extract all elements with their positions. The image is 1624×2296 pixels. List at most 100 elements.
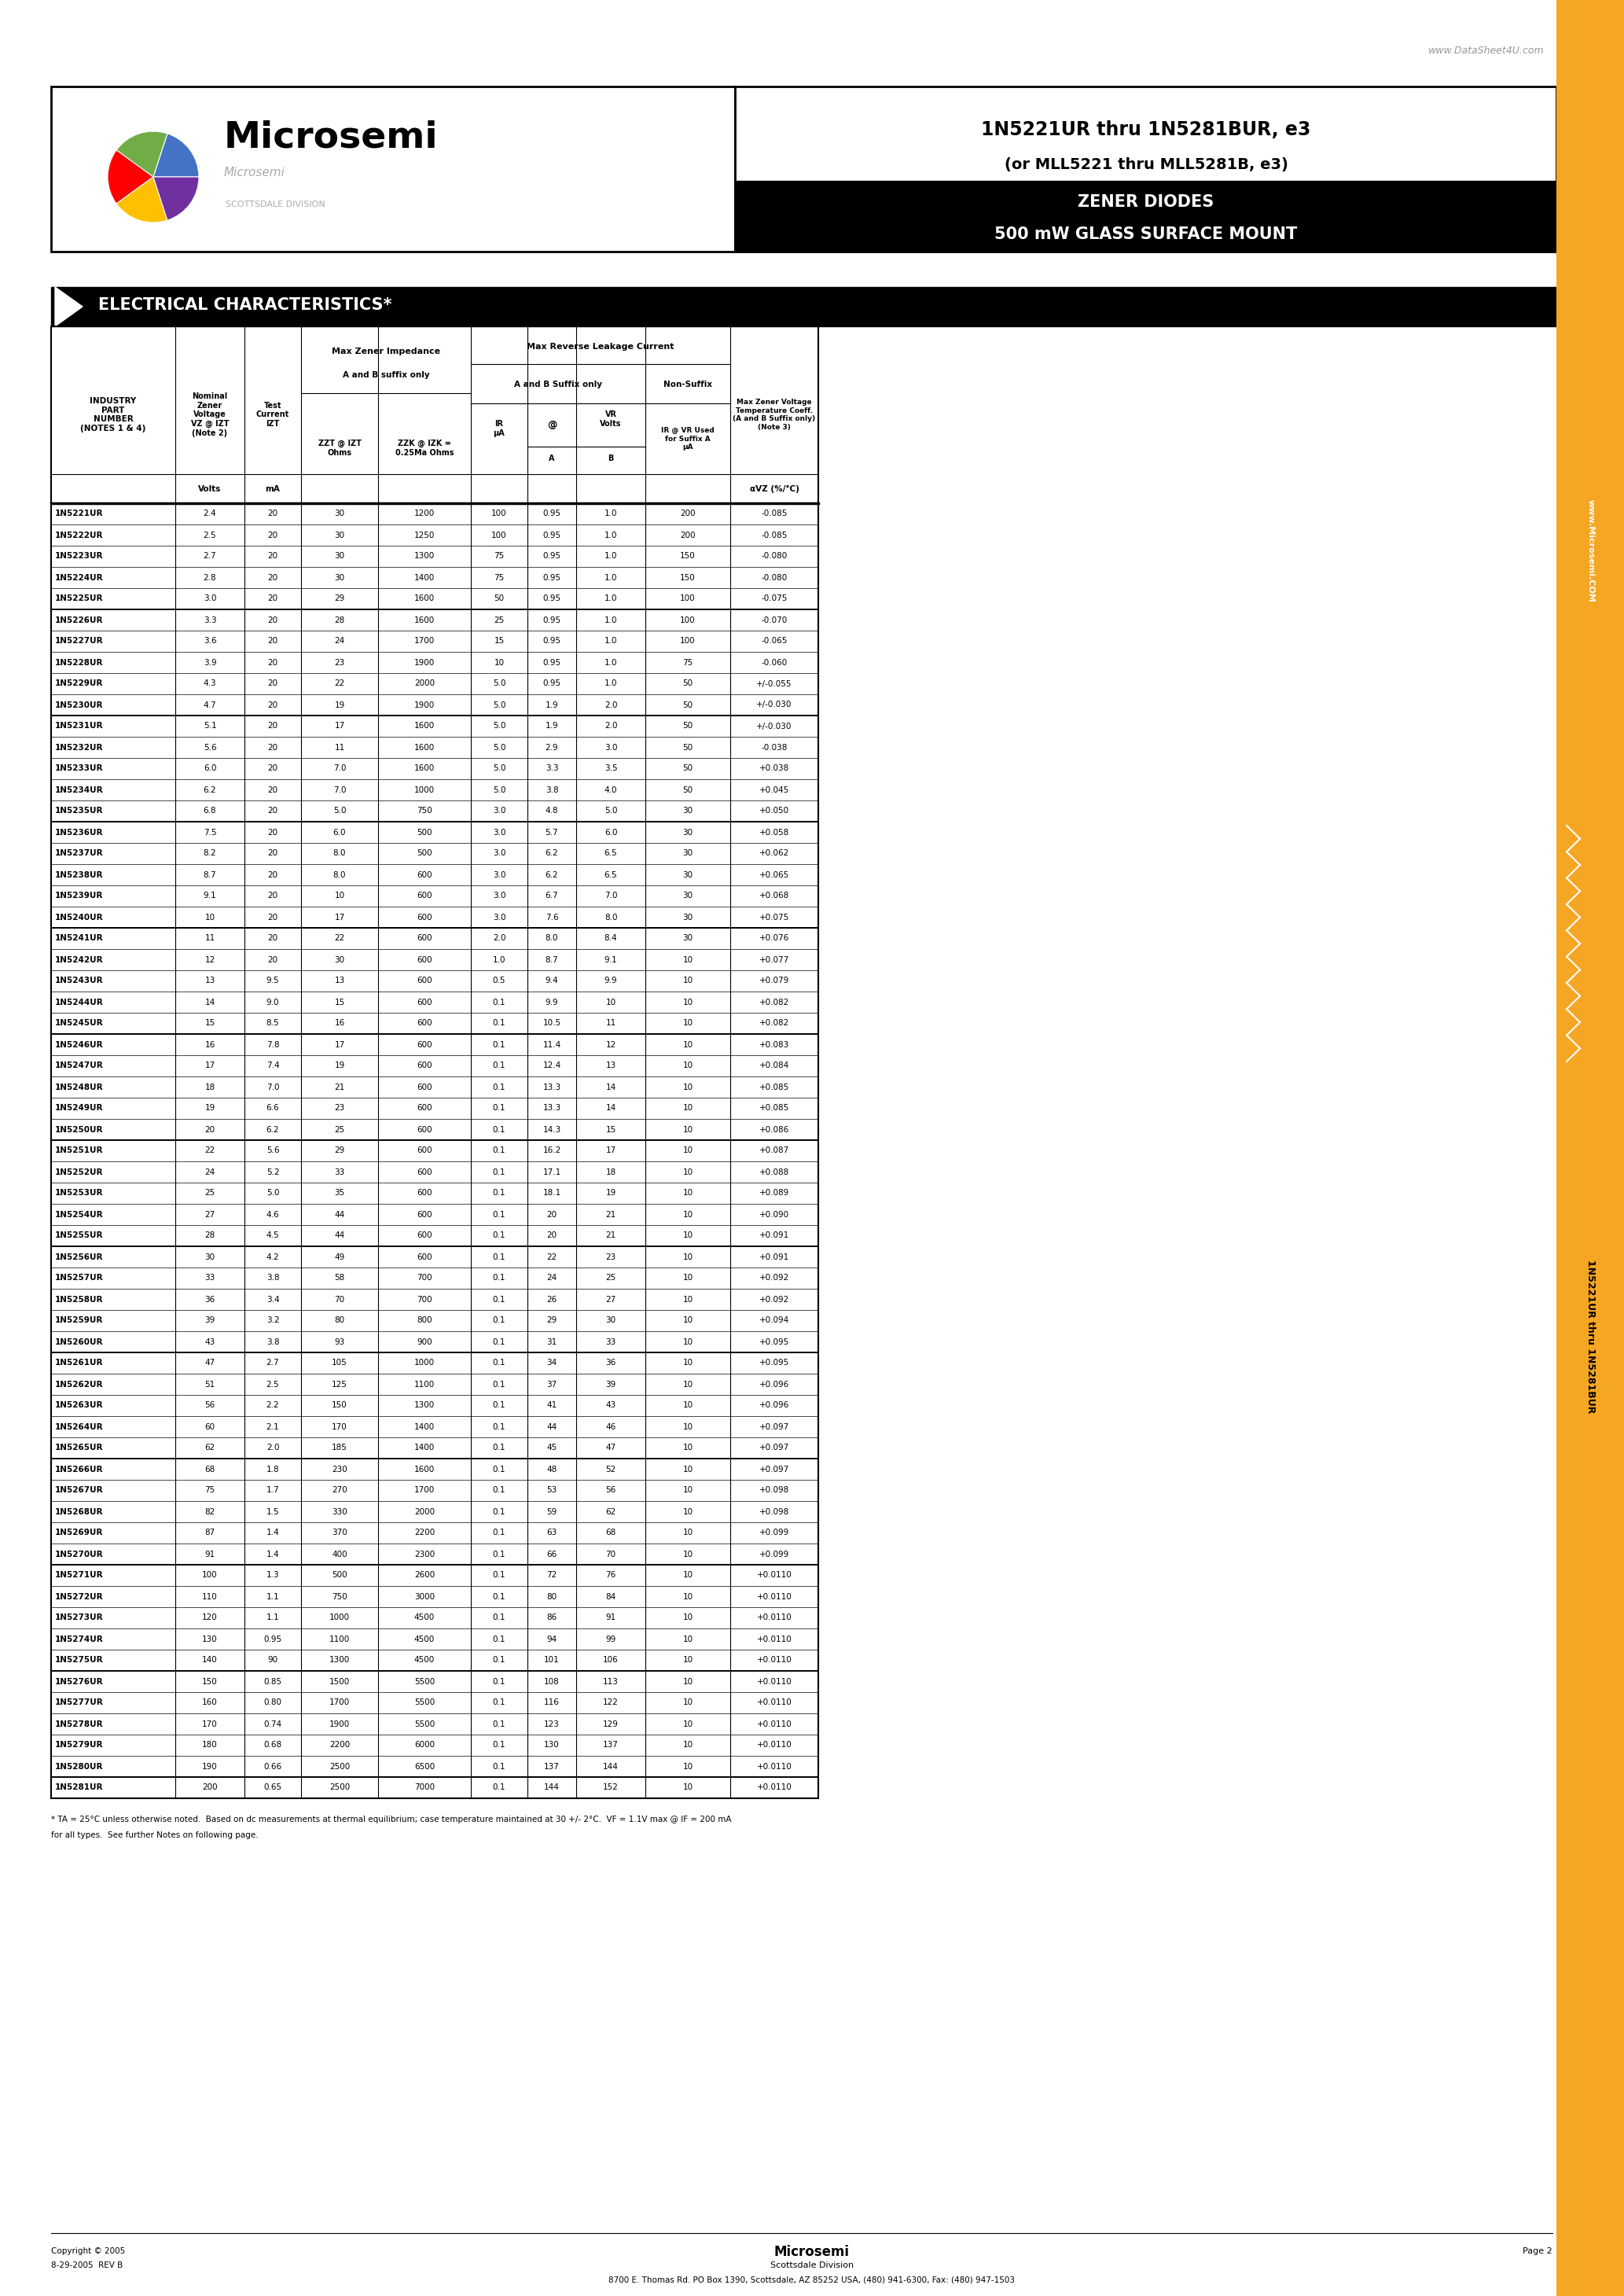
- Text: +0.0110: +0.0110: [757, 1720, 793, 1729]
- Text: 3.0: 3.0: [492, 808, 505, 815]
- Text: 2.5: 2.5: [203, 530, 216, 540]
- Wedge shape: [107, 149, 153, 204]
- Text: 1N5246UR: 1N5246UR: [55, 1040, 104, 1049]
- Text: 2500: 2500: [330, 1784, 349, 1791]
- Text: 1000: 1000: [414, 785, 435, 794]
- Text: +0.097: +0.097: [760, 1424, 789, 1430]
- Text: 33: 33: [205, 1274, 214, 1281]
- Text: 600: 600: [417, 978, 432, 985]
- Text: 30: 30: [682, 934, 693, 941]
- Text: +0.0110: +0.0110: [757, 1740, 793, 1750]
- Text: 0.1: 0.1: [492, 1316, 505, 1325]
- Text: 4.8: 4.8: [546, 808, 559, 815]
- Text: 1N5265UR: 1N5265UR: [55, 1444, 104, 1451]
- Text: 60: 60: [205, 1424, 214, 1430]
- Text: 0.65: 0.65: [263, 1784, 283, 1791]
- Text: +0.082: +0.082: [760, 1019, 789, 1026]
- Text: 0.95: 0.95: [542, 595, 560, 602]
- Text: 39: 39: [205, 1316, 214, 1325]
- Text: 30: 30: [606, 1316, 615, 1325]
- Text: for all types.  See further Notes on following page.: for all types. See further Notes on foll…: [50, 1832, 258, 1839]
- Text: 170: 170: [201, 1720, 218, 1729]
- Text: 2.4: 2.4: [203, 510, 216, 519]
- Text: 13.3: 13.3: [542, 1104, 560, 1111]
- Text: 30: 30: [682, 808, 693, 815]
- Text: +0.0110: +0.0110: [757, 1593, 793, 1600]
- Text: 1600: 1600: [414, 615, 435, 625]
- Text: 10: 10: [335, 893, 344, 900]
- Text: 18: 18: [606, 1169, 615, 1176]
- Text: 6500: 6500: [414, 1763, 435, 1770]
- Text: 152: 152: [603, 1784, 619, 1791]
- Text: 1300: 1300: [330, 1655, 349, 1665]
- Text: 1N5226UR: 1N5226UR: [55, 615, 104, 625]
- Text: 0.1: 0.1: [492, 1019, 505, 1026]
- Text: 90: 90: [268, 1655, 278, 1665]
- Text: A and B Suffix only: A and B Suffix only: [515, 381, 603, 388]
- Text: 50: 50: [682, 744, 693, 751]
- Text: 0.74: 0.74: [263, 1720, 283, 1729]
- Text: +/-0.055: +/-0.055: [757, 680, 793, 687]
- Text: Non-Suffix: Non-Suffix: [663, 381, 713, 388]
- Text: 94: 94: [547, 1635, 557, 1644]
- Text: 11: 11: [335, 744, 344, 751]
- Text: 3.3: 3.3: [203, 615, 216, 625]
- Text: 8.5: 8.5: [266, 1019, 279, 1026]
- Text: 2.7: 2.7: [266, 1359, 279, 1366]
- Text: 21: 21: [606, 1210, 615, 1219]
- Text: 7000: 7000: [414, 1784, 435, 1791]
- Text: 1.3: 1.3: [266, 1570, 279, 1580]
- Wedge shape: [117, 131, 167, 177]
- Text: 2.0: 2.0: [266, 1444, 279, 1451]
- Text: 4.0: 4.0: [604, 785, 617, 794]
- Text: 10: 10: [682, 1146, 693, 1155]
- Text: 20: 20: [268, 785, 278, 794]
- Text: 4.7: 4.7: [203, 700, 216, 709]
- Text: 137: 137: [544, 1763, 560, 1770]
- Text: 9.0: 9.0: [266, 999, 279, 1006]
- Text: 10: 10: [682, 1189, 693, 1196]
- Text: 3.0: 3.0: [203, 595, 216, 602]
- Text: 1.0: 1.0: [604, 574, 617, 581]
- Text: 0.85: 0.85: [263, 1678, 283, 1685]
- Text: 7.5: 7.5: [203, 829, 216, 836]
- Text: 1.0: 1.0: [604, 510, 617, 519]
- Text: 600: 600: [417, 934, 432, 941]
- Text: 1N5273UR: 1N5273UR: [55, 1614, 104, 1621]
- Text: 8.4: 8.4: [604, 934, 617, 941]
- Text: 72: 72: [547, 1570, 557, 1580]
- Text: 2300: 2300: [414, 1550, 435, 1559]
- Text: 14: 14: [606, 1104, 615, 1111]
- Text: 100: 100: [492, 530, 507, 540]
- Text: 10: 10: [682, 1614, 693, 1621]
- Text: 20: 20: [268, 680, 278, 687]
- Text: 0.1: 0.1: [492, 1146, 505, 1155]
- Text: Nominal
Zener
Voltage
VZ @ IZT
(Note 2): Nominal Zener Voltage VZ @ IZT (Note 2): [190, 393, 229, 436]
- Text: 10: 10: [682, 978, 693, 985]
- Text: 22: 22: [547, 1254, 557, 1261]
- Text: 1.1: 1.1: [266, 1614, 279, 1621]
- Text: 1N5238UR: 1N5238UR: [55, 870, 104, 879]
- Text: 0.95: 0.95: [542, 574, 560, 581]
- Text: 20: 20: [268, 700, 278, 709]
- Text: 1N5264UR: 1N5264UR: [55, 1424, 104, 1430]
- Text: 17: 17: [335, 723, 344, 730]
- Text: 10: 10: [682, 1295, 693, 1304]
- Text: 123: 123: [544, 1720, 560, 1729]
- Text: αVZ (%/°C): αVZ (%/°C): [750, 484, 799, 494]
- Text: 20: 20: [268, 530, 278, 540]
- Text: 1N5234UR: 1N5234UR: [55, 785, 104, 794]
- Text: 1N5257UR: 1N5257UR: [55, 1274, 104, 1281]
- Text: 10: 10: [682, 1274, 693, 1281]
- Text: 20: 20: [268, 659, 278, 666]
- Text: 62: 62: [606, 1508, 615, 1515]
- Text: 0.1: 0.1: [492, 1678, 505, 1685]
- Text: 1.9: 1.9: [546, 700, 559, 709]
- Bar: [736, 87, 1556, 253]
- Text: 0.1: 0.1: [492, 1570, 505, 1580]
- Text: Max Reverse Leakage Current: Max Reverse Leakage Current: [526, 342, 674, 351]
- Text: 3.0: 3.0: [492, 829, 505, 836]
- Text: Page 2: Page 2: [1523, 2248, 1553, 2255]
- Text: 1N5255UR: 1N5255UR: [55, 1231, 104, 1240]
- Text: 1N5280UR: 1N5280UR: [55, 1763, 104, 1770]
